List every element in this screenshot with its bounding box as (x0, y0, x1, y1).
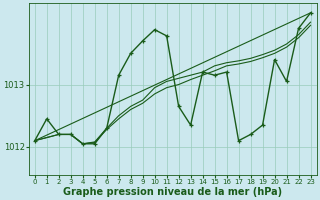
X-axis label: Graphe pression niveau de la mer (hPa): Graphe pression niveau de la mer (hPa) (63, 187, 282, 197)
